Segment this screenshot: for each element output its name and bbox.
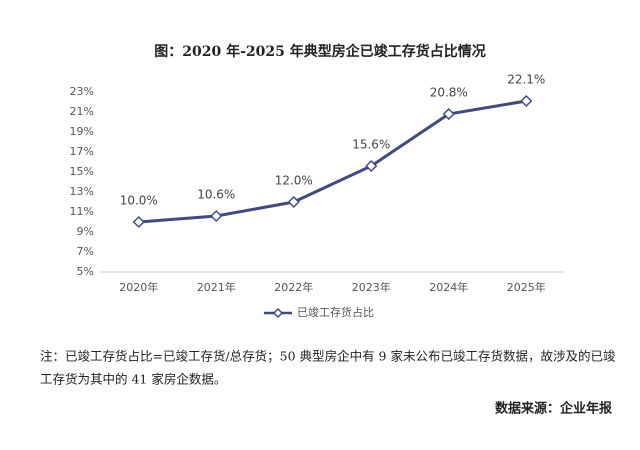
note-line: 工存货为其中的 41 家房企数据。 (40, 372, 226, 387)
y-tick-label: 17% (70, 145, 94, 158)
data-label: 15.6% (352, 138, 390, 152)
x-tick-label: 2024年 (429, 280, 468, 294)
y-tick-label: 15% (70, 165, 94, 178)
point (365, 159, 378, 173)
point (520, 94, 533, 108)
series-line (138, 99, 527, 224)
data-label: 12.0% (275, 174, 313, 188)
point (132, 215, 145, 229)
data-label: 10.6% (197, 188, 235, 202)
chart-title: 图：2020 年-2025 年典型房企已竣工存货占比情况 (154, 43, 486, 60)
x-tick-label: 2023年 (352, 280, 391, 294)
note-line: 注：已竣工存货占比=已竣工存货/总存货；50 典型房企中有 9 家未公布已竣工存… (40, 349, 616, 364)
point (210, 209, 223, 223)
legend-marker (272, 307, 284, 319)
y-tick-label: 21% (70, 105, 94, 118)
legend-label: 已竣工存货占比 (297, 305, 374, 319)
y-tick-label: 13% (70, 185, 94, 198)
y-tick-label: 19% (70, 125, 94, 138)
y-tick-label: 5% (77, 265, 94, 278)
data-label: 10.0% (120, 194, 158, 208)
x-tick-label: 2025年 (507, 280, 546, 294)
x-tick-label: 2020年 (119, 280, 158, 294)
data-label: 22.1% (507, 73, 545, 87)
data-label: 20.8% (430, 86, 468, 100)
y-tick-label: 23% (70, 85, 94, 98)
point (287, 195, 300, 209)
x-tick-label: 2021年 (197, 280, 236, 294)
y-tick-label: 7% (77, 245, 94, 258)
source: 数据来源：企业年报 (495, 401, 613, 417)
point (442, 107, 455, 121)
y-tick-label: 11% (70, 205, 94, 218)
y-tick-label: 9% (77, 225, 94, 238)
x-tick-label: 2022年 (274, 280, 313, 294)
